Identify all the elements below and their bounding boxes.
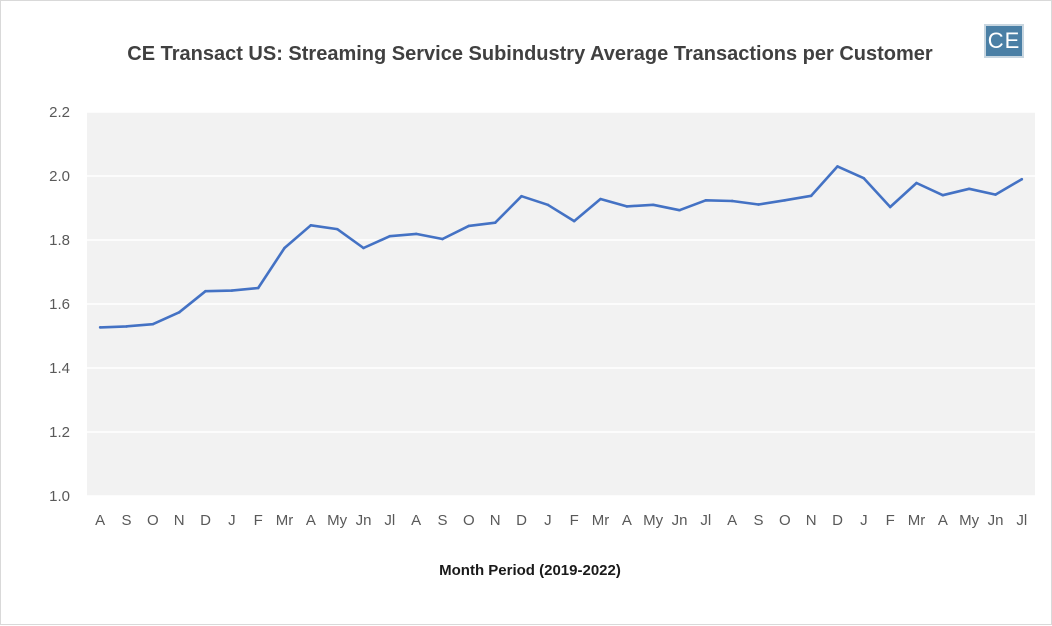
data-point [177, 311, 181, 314]
data-point [625, 205, 629, 208]
x-tick-label: Jn [356, 512, 372, 529]
x-tick-label: N [174, 512, 185, 529]
x-tick-label: A [727, 512, 737, 529]
y-tick-label: 2.0 [49, 168, 70, 185]
data-point [204, 289, 207, 293]
data-point [230, 289, 234, 292]
x-tick-label: My [643, 512, 663, 529]
x-tick-label: Mr [276, 512, 294, 529]
x-tick-label: F [254, 512, 263, 529]
data-point [678, 208, 681, 212]
data-point [493, 221, 497, 225]
x-tick-label: Mr [592, 512, 610, 529]
x-tick-label: O [147, 512, 159, 529]
x-tick-label: Mr [908, 512, 926, 529]
y-tick-label: 1.0 [49, 488, 70, 505]
x-tick-label: Jn [672, 512, 688, 529]
y-tick-label: 1.2 [49, 424, 70, 441]
data-point [414, 232, 418, 236]
data-point [730, 199, 734, 203]
x-tick-label: A [938, 512, 948, 529]
x-tick-label: A [411, 512, 421, 529]
x-tick-label: J [228, 512, 236, 529]
x-tick-label: F [886, 512, 895, 529]
x-tick-label: J [860, 512, 868, 529]
ce-logo: CE [984, 24, 1024, 58]
x-tick-label: Jl [1016, 512, 1027, 529]
y-tick-label: 1.8 [49, 232, 70, 249]
data-point [546, 203, 550, 207]
x-tick-label: S [753, 512, 763, 529]
x-tick-label: D [200, 512, 211, 529]
data-point [836, 165, 839, 168]
chart-title: CE Transact US: Streaming Service Subind… [127, 43, 933, 65]
data-point [599, 197, 602, 201]
y-tick-label: 2.2 [49, 104, 70, 121]
y-tick-label: 1.6 [49, 296, 70, 313]
x-tick-label: O [779, 512, 791, 529]
data-point [994, 193, 997, 196]
data-point [888, 205, 892, 209]
data-point [362, 246, 365, 250]
data-point [388, 234, 392, 238]
data-point [309, 223, 313, 227]
x-tick-label: A [95, 512, 105, 529]
data-point [757, 203, 760, 206]
data-point [809, 194, 813, 198]
x-tick-label: A [306, 512, 316, 529]
x-tick-label: D [832, 512, 843, 529]
data-point [1020, 177, 1024, 181]
data-point [151, 322, 155, 326]
x-tick-label: My [327, 512, 347, 529]
x-tick-label: J [544, 512, 552, 529]
data-point [256, 286, 260, 290]
data-point [283, 246, 286, 250]
x-tick-label: S [437, 512, 447, 529]
data-point [941, 193, 945, 197]
x-tick-label: Jl [700, 512, 711, 529]
data-point [915, 181, 918, 185]
x-tick-label: Jl [384, 512, 395, 529]
data-point [704, 199, 708, 202]
x-tick-label: F [570, 512, 579, 529]
data-point [783, 199, 787, 202]
data-point [441, 237, 444, 241]
x-tick-label: N [806, 512, 817, 529]
x-tick-label: O [463, 512, 475, 529]
data-point [862, 176, 866, 180]
data-point [520, 194, 523, 198]
x-axis-label: Month Period (2019-2022) [439, 562, 621, 579]
series-line [100, 165, 1023, 329]
x-tick-label: N [490, 512, 501, 529]
data-point [467, 224, 471, 228]
x-tick-label: My [959, 512, 979, 529]
data-point [572, 219, 576, 223]
data-point [125, 325, 128, 328]
data-point [335, 227, 339, 231]
data-point [967, 187, 971, 191]
x-tick-label: A [622, 512, 632, 529]
x-tick-label: D [516, 512, 527, 529]
data-point [98, 326, 102, 329]
x-tick-label: Jn [988, 512, 1004, 529]
x-tick-label: S [121, 512, 131, 529]
data-point [651, 203, 655, 207]
y-tick-label: 1.4 [49, 360, 70, 377]
